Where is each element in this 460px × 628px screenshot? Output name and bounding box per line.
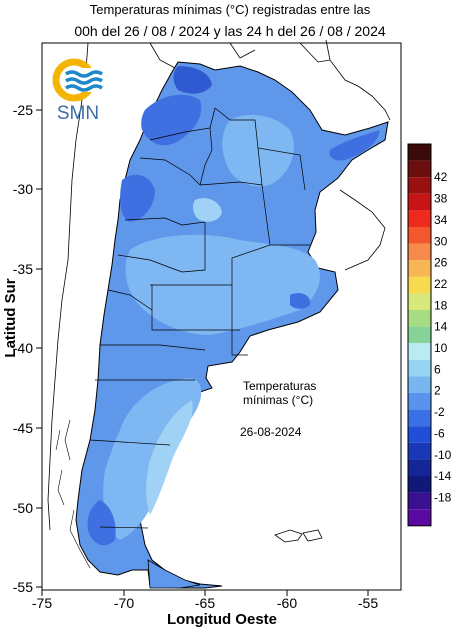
x-tick: -60 [277, 590, 297, 611]
colorbar-label: 26 [434, 256, 448, 270]
colorbar-swatch [408, 260, 431, 277]
colorbar-label: 30 [434, 234, 448, 248]
map-annotation: Temperaturas mínimas (°C) 26-08-2024 [240, 379, 316, 439]
x-tick: -55 [358, 590, 378, 611]
y-tick-label: -35 [13, 261, 33, 277]
colorbar-swatch [408, 509, 431, 526]
colorbar-swatch [408, 343, 431, 360]
y-tick: -35 [13, 261, 42, 277]
colorbar-label: -2 [434, 405, 445, 419]
colorbar-label: -6 [434, 426, 445, 440]
colorbar-swatch [408, 177, 431, 194]
x-tick-label: -70 [114, 595, 134, 611]
colorbar-swatch [408, 326, 431, 344]
y-axis-title: Latitud Sur [2, 278, 19, 357]
colorbar-swatch [408, 144, 431, 161]
colorbar-label: 42 [434, 170, 448, 184]
x-axis: -75 -70 -65 -60 -55 Longitud Oeste [32, 590, 378, 628]
wave-icon [65, 70, 103, 78]
colorbar-label: -18 [434, 491, 452, 505]
tierra-del-fuego [147, 559, 201, 589]
colorbar-swatch [408, 393, 431, 410]
y-tick: -55 [13, 579, 42, 595]
y-tick-label: -25 [13, 102, 33, 118]
colorbar-swatch [408, 276, 431, 294]
x-tick: -70 [114, 590, 134, 611]
y-tick: -45 [13, 420, 42, 436]
colorbar-swatch [408, 492, 431, 510]
y-tick: -25 [13, 102, 42, 118]
colorbar-label: -10 [434, 448, 452, 462]
y-tick-label: -50 [13, 500, 33, 516]
province-borders [89, 107, 310, 529]
x-tick: -75 [32, 590, 52, 611]
colorbar-swatch [408, 426, 431, 443]
colorbar-label: -14 [434, 469, 452, 483]
annotation-date: 26-08-2024 [240, 425, 302, 439]
y-tick-label: -55 [13, 579, 33, 595]
colorbar-label: 14 [434, 320, 448, 334]
colorbar-label: 22 [434, 277, 448, 291]
annotation-line-2: mínimas (°C) [243, 393, 313, 407]
figure-title-line-1: Temperaturas mínimas (°C) registradas en… [89, 2, 371, 17]
x-tick-label: -55 [358, 595, 378, 611]
smn-logo: SMN [52, 58, 104, 124]
x-tick: -65 [195, 590, 215, 611]
colorbar-label: 6 [434, 362, 441, 376]
y-tick-label: -30 [13, 181, 33, 197]
figure-title-line-2: 00h del 26 / 08 / 2024 y las 24 h del 26… [74, 23, 386, 39]
logo-text: SMN [57, 103, 99, 124]
colorbar-swatch [408, 243, 431, 261]
malvinas-islands [274, 529, 323, 543]
colorbar-swatch [408, 193, 431, 211]
colorbar-label: 2 [434, 384, 441, 398]
y-tick-label: -45 [13, 420, 33, 436]
y-tick: -30 [13, 181, 42, 197]
colorbar-frame [407, 143, 432, 527]
y-tick: -50 [13, 500, 42, 516]
x-tick-label: -65 [195, 595, 215, 611]
x-tick-label: -60 [277, 595, 297, 611]
colorbar-swatch [408, 376, 431, 393]
colorbar: 42 38 34 30 26 22 18 14 10 6 2 -2 -6 -10 -14 -18 [407, 143, 452, 527]
chile-coast-islands [55, 419, 91, 569]
colorbar-swatch [408, 210, 431, 227]
colorbar-swatch [408, 409, 431, 427]
colorbar-swatch [408, 459, 431, 476]
y-tick-label: -40 [13, 340, 33, 356]
x-tick-label: -75 [32, 595, 52, 611]
colorbar-swatch [408, 293, 431, 310]
neighbor-borders [47, 39, 391, 531]
colorbar-label: 38 [434, 192, 448, 206]
annotation-line-1: Temperaturas [243, 379, 316, 393]
colorbar-swatch [408, 160, 431, 178]
colorbar-swatch [408, 476, 431, 493]
y-tick: -40 [13, 340, 42, 356]
colorbar-swatch [408, 227, 431, 244]
x-axis-title: Longitud Oeste [167, 611, 277, 628]
colorbar-swatch [408, 442, 431, 460]
colorbar-label: 34 [434, 213, 448, 227]
colorbar-label: 10 [434, 341, 448, 355]
y-axis: -25 -30 -35 -40 -45 -50 [2, 102, 42, 595]
colorbar-swatch [408, 310, 431, 327]
colorbar-label: 18 [434, 298, 448, 312]
colorbar-swatch [408, 359, 431, 377]
